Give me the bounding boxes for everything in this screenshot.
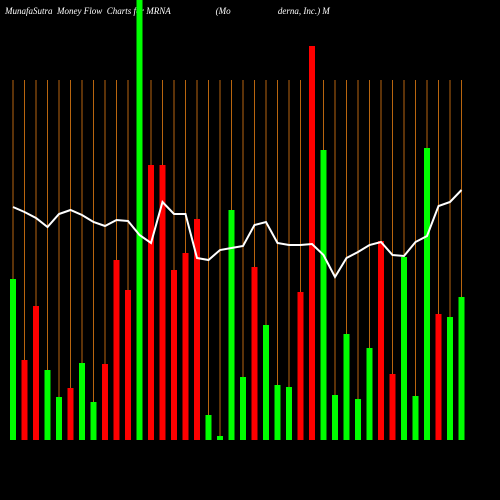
bar: [251, 267, 258, 440]
bar: [320, 150, 327, 440]
bar: [378, 241, 384, 440]
bar: [355, 399, 361, 440]
bar: [435, 314, 442, 440]
bar: [44, 370, 51, 440]
bar: [21, 360, 28, 440]
bar: [447, 317, 453, 440]
bar: [297, 292, 304, 440]
bar: [102, 364, 108, 440]
money-flow-line: [12, 189, 463, 280]
bar: [56, 397, 62, 440]
bar: [159, 165, 166, 440]
bar: [286, 387, 292, 440]
bar: [263, 325, 269, 440]
bar: [113, 260, 120, 440]
bar: [240, 377, 246, 440]
bar: [228, 210, 235, 440]
bar: [136, 0, 143, 440]
bar: [194, 219, 200, 440]
bar: [424, 148, 430, 440]
bar: [182, 253, 189, 440]
bar: [125, 290, 131, 440]
bar: [217, 436, 223, 440]
bar: [366, 348, 373, 440]
bar: [79, 363, 85, 440]
bar: [274, 385, 281, 440]
bar: [458, 297, 465, 440]
bar: [205, 415, 212, 440]
bar: [412, 396, 419, 440]
bar: [171, 270, 177, 440]
bar: [33, 306, 39, 440]
bar: [67, 388, 74, 440]
bar: [332, 395, 338, 440]
bar: [90, 402, 97, 440]
bar: [343, 334, 350, 440]
bar: [389, 374, 396, 440]
bar: [10, 279, 16, 440]
bar: [148, 165, 154, 440]
bar: [401, 257, 407, 440]
chart-title: MunafaSutra Money Flow Charts for MRNA (…: [4, 6, 330, 16]
